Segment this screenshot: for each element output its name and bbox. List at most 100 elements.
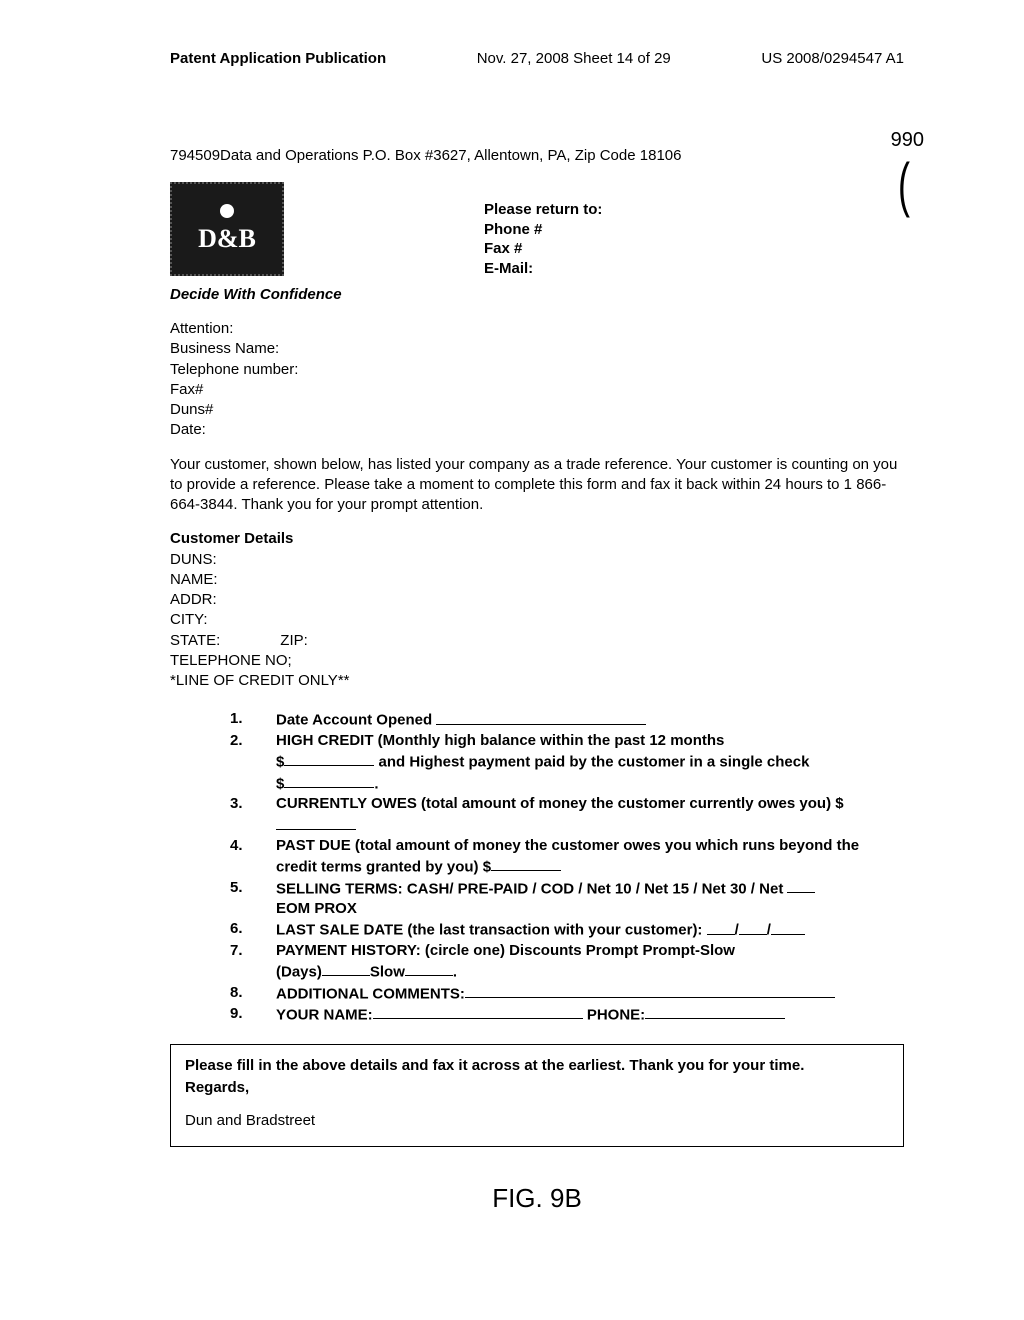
q2-blank2[interactable] — [284, 773, 374, 788]
return-to-title: Please return to: — [484, 200, 602, 220]
q2-line1: HIGH CREDIT (Monthly high balance within… — [276, 732, 724, 749]
q5-num: 5. — [230, 878, 276, 898]
q2-blank1[interactable] — [284, 751, 374, 766]
cd-telephone: TELEPHONE NO; — [170, 651, 904, 671]
q7-days: (Days) — [276, 963, 322, 980]
document-page: Patent Application Publication Nov. 27, … — [0, 0, 1024, 1254]
q3-label: CURRENTLY OWES (total amount of money th… — [276, 795, 844, 812]
q8-label: ADDITIONAL COMMENTS: — [276, 985, 465, 1002]
q6-label: LAST SALE DATE (the last transaction wit… — [276, 922, 707, 939]
q2-mid: and Highest payment paid by the customer… — [374, 753, 809, 770]
lead-line-icon: ( — [898, 155, 910, 215]
q3-num: 3. — [230, 794, 276, 814]
questionnaire: 1. Date Account Opened 2. HIGH CREDIT (M… — [230, 709, 904, 1025]
q8-num: 8. — [230, 983, 276, 1003]
question-7: 7. PAYMENT HISTORY: (circle one) Discoun… — [230, 941, 904, 983]
cd-zip: ZIP: — [280, 632, 308, 649]
dnb-logo: D&B — [170, 182, 284, 276]
logo-row: D&B Please return to: Phone # Fax # E-Ma… — [170, 182, 904, 278]
q7-text: PAYMENT HISTORY: (circle one) Discounts … — [276, 941, 904, 983]
q2-dollar2: $ — [276, 775, 284, 792]
q1-label: Date Account Opened — [276, 712, 436, 729]
cd-duns: DUNS: — [170, 550, 904, 570]
address-line: 794509Data and Operations P.O. Box #3627… — [170, 147, 904, 164]
customer-details-title: Customer Details — [170, 529, 904, 549]
slogan: Decide With Confidence — [170, 286, 904, 303]
question-2: 2. HIGH CREDIT (Monthly high balance wit… — [230, 731, 904, 794]
header-left: Patent Application Publication — [170, 50, 386, 67]
q5-line2: EOM PROX — [276, 900, 357, 917]
return-phone: Phone # — [484, 220, 602, 240]
cd-name: NAME: — [170, 570, 904, 590]
q3-text: CURRENTLY OWES (total amount of money th… — [276, 794, 904, 836]
cd-state-zip: STATE: ZIP: — [170, 631, 904, 651]
q9-num: 9. — [230, 1004, 276, 1024]
intro-paragraph: Your customer, shown below, has listed y… — [170, 455, 904, 516]
q6-blank2[interactable] — [739, 919, 767, 934]
figure-label: FIG. 9B — [170, 1183, 904, 1214]
q2-dollar1: $ — [276, 753, 284, 770]
q1-text: Date Account Opened — [276, 709, 904, 731]
question-5: 5. SELLING TERMS: CASH/ PRE-PAID / COD /… — [230, 878, 904, 920]
return-to-block: Please return to: Phone # Fax # E-Mail: — [484, 200, 602, 278]
cd-city: CITY: — [170, 610, 904, 630]
return-email: E-Mail: — [484, 259, 602, 279]
q6-num: 6. — [230, 919, 276, 939]
cd-loc: *LINE OF CREDIT ONLY** — [170, 671, 904, 691]
telephone-number: Telephone number: — [170, 360, 904, 380]
q9-phone-label: PHONE: — [583, 1006, 646, 1023]
q6-blank3[interactable] — [771, 919, 805, 934]
q5-text: SELLING TERMS: CASH/ PRE-PAID / COD / Ne… — [276, 878, 904, 920]
question-3: 3. CURRENTLY OWES (total amount of money… — [230, 794, 904, 836]
header-center: Nov. 27, 2008 Sheet 14 of 29 — [477, 50, 671, 67]
q4-label: PAST DUE (total amount of money the cust… — [276, 837, 859, 876]
date: Date: — [170, 420, 904, 440]
figure-reference-number: 990 — [891, 129, 924, 152]
address-text: 794509Data and Operations P.O. Box #3627… — [170, 147, 681, 164]
return-fax: Fax # — [484, 239, 602, 259]
q4-text: PAST DUE (total amount of money the cust… — [276, 836, 904, 878]
q7-blank2[interactable] — [405, 961, 453, 976]
q1-num: 1. — [230, 709, 276, 729]
q2-text: HIGH CREDIT (Monthly high balance within… — [276, 731, 904, 794]
q7-period: . — [453, 963, 457, 980]
question-8: 8. ADDITIONAL COMMENTS: — [230, 983, 904, 1005]
question-9: 9. YOUR NAME: PHONE: — [230, 1004, 904, 1026]
duns-number: Duns# — [170, 400, 904, 420]
q9-text: YOUR NAME: PHONE: — [276, 1004, 904, 1026]
q6-text: LAST SALE DATE (the last transaction wit… — [276, 919, 904, 941]
footer-regards: Regards, — [185, 1077, 889, 1100]
attention: Attention: — [170, 319, 904, 339]
q8-blank[interactable] — [465, 983, 835, 998]
question-6: 6. LAST SALE DATE (the last transaction … — [230, 919, 904, 941]
cd-state: STATE: — [170, 632, 220, 649]
q9-phone-blank[interactable] — [645, 1004, 785, 1019]
q9-name-label: YOUR NAME: — [276, 1006, 373, 1023]
q2-num: 2. — [230, 731, 276, 751]
q7-line1: PAYMENT HISTORY: (circle one) Discounts … — [276, 942, 735, 959]
cd-addr: ADDR: — [170, 590, 904, 610]
q9-name-blank[interactable] — [373, 1004, 583, 1019]
q8-text: ADDITIONAL COMMENTS: — [276, 983, 904, 1005]
fax-number: Fax# — [170, 380, 904, 400]
footer-signer: Dun and Bradstreet — [185, 1110, 889, 1133]
logo-dot-icon — [220, 204, 234, 218]
attention-block: Attention: Business Name: Telephone numb… — [170, 319, 904, 441]
q5-blank[interactable] — [787, 878, 815, 893]
footer-instruction: Please fill in the above details and fax… — [185, 1055, 889, 1078]
q5-label: SELLING TERMS: CASH/ PRE-PAID / COD / Ne… — [276, 880, 787, 897]
question-4: 4. PAST DUE (total amount of money the c… — [230, 836, 904, 878]
logo-column: D&B — [170, 182, 284, 276]
q4-blank[interactable] — [491, 856, 561, 871]
spacer — [185, 1100, 889, 1110]
logo-text: D&B — [198, 224, 256, 254]
q3-blank[interactable] — [276, 814, 356, 829]
header-right: US 2008/0294547 A1 — [761, 50, 904, 67]
page-header: Patent Application Publication Nov. 27, … — [170, 50, 904, 67]
q6-blank1[interactable] — [707, 919, 735, 934]
q1-blank[interactable] — [436, 709, 646, 724]
q7-num: 7. — [230, 941, 276, 961]
q7-blank1[interactable] — [322, 961, 370, 976]
customer-details-block: Customer Details DUNS: NAME: ADDR: CITY:… — [170, 529, 904, 691]
q2-period: . — [374, 775, 378, 792]
